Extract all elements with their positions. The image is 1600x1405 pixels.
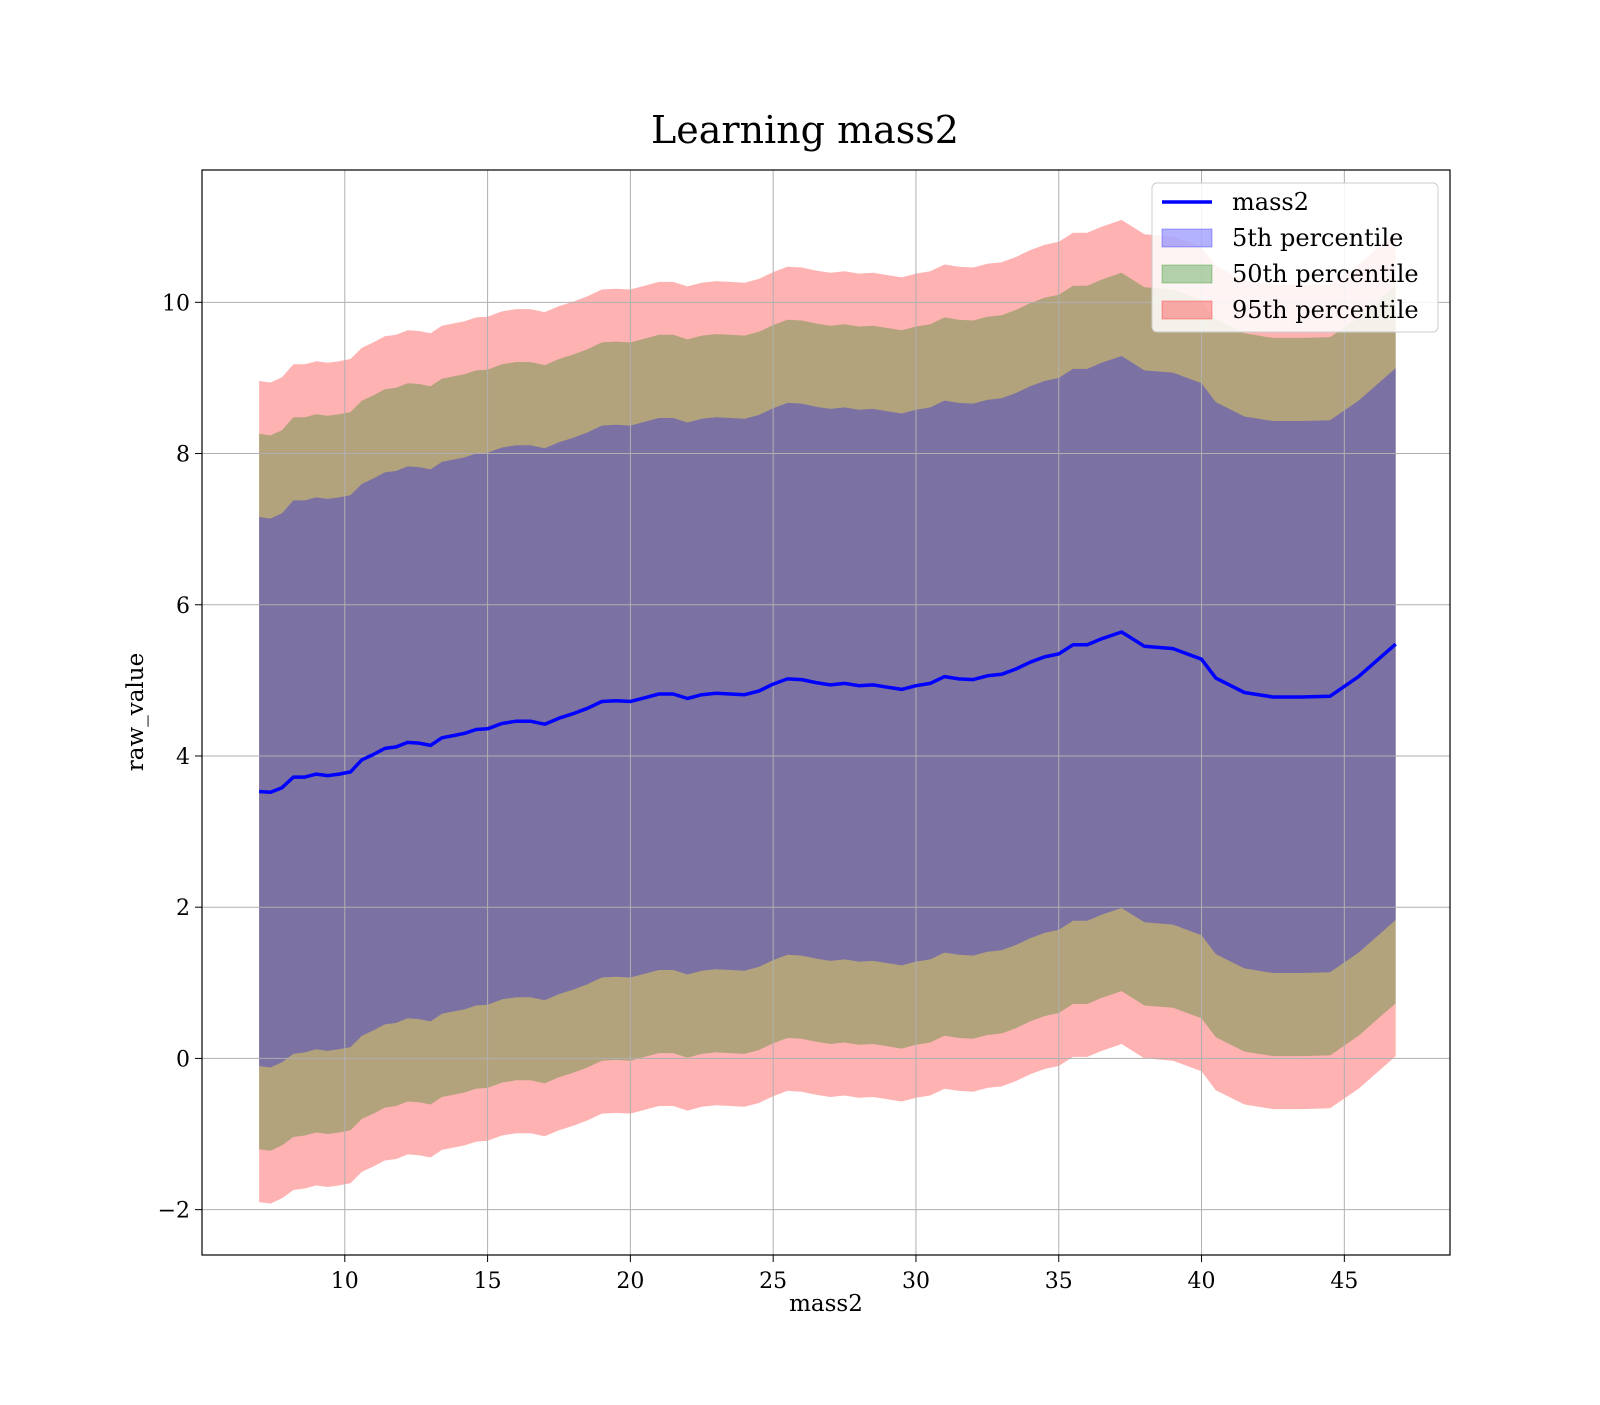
- x-tick-label: 15: [474, 1269, 502, 1294]
- x-axis-label: mass2: [789, 1291, 863, 1317]
- legend-swatch-patch: [1161, 264, 1213, 284]
- y-tick-label: 10: [162, 291, 190, 316]
- legend-box: [1151, 182, 1439, 333]
- x-tick-label: 20: [616, 1269, 644, 1294]
- plot-frame: [201, 169, 1451, 1256]
- y-tick-label: 6: [176, 594, 190, 619]
- legend: mass2 5th percentile 50th percentile 95th p…: [1151, 182, 1439, 333]
- x-tick-label: 10: [331, 1269, 359, 1294]
- x-tick-label: 40: [1188, 1269, 1216, 1294]
- legend-label: mass2: [1232, 188, 1309, 216]
- legend-swatch-patch: [1161, 300, 1213, 320]
- band-5th-percentile: [259, 356, 1396, 1068]
- series-line-layer: [258, 630, 1397, 795]
- percentile-bands: [259, 219, 1396, 1204]
- y-tick-label: 8: [176, 443, 190, 468]
- band-95th-percentile: [259, 219, 1396, 1204]
- x-tick-label: 30: [902, 1269, 930, 1294]
- legend-label: 5th percentile: [1232, 224, 1403, 252]
- chart-title: Learning mass2: [651, 108, 959, 152]
- series-line-mass2: [258, 630, 1397, 795]
- legend-label: 50th percentile: [1232, 260, 1419, 288]
- y-tick-label: 2: [176, 896, 190, 921]
- x-tick-label: 45: [1330, 1269, 1358, 1294]
- x-tick-label: 35: [1045, 1269, 1073, 1294]
- band-50th-percentile: [259, 272, 1396, 1151]
- axis-ticks: 10 15 20 25 30 35 40 45 −2 0 2 4 6 8 10: [158, 291, 1359, 1294]
- y-tick-label: 0: [176, 1047, 190, 1072]
- x-tick-label: 25: [759, 1269, 787, 1294]
- legend-label: 95th percentile: [1232, 296, 1419, 324]
- y-tick-label: −2: [158, 1199, 190, 1224]
- y-tick-label: 4: [176, 745, 190, 770]
- legend-swatch-patch: [1161, 228, 1213, 248]
- y-axis-label: raw_value: [123, 653, 149, 771]
